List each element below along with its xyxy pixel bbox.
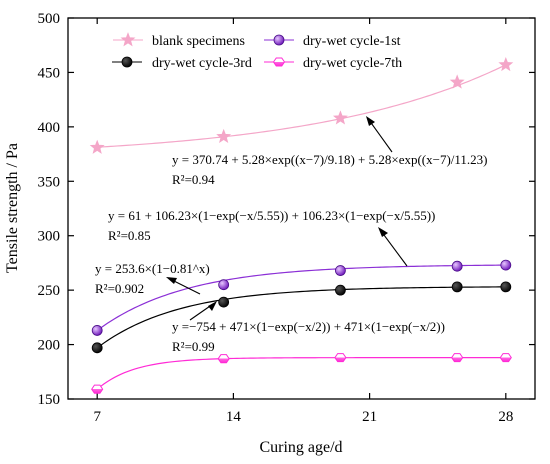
- legend-purple-circle-icon: [273, 34, 285, 46]
- legend-hexagon-icon: [272, 57, 286, 67]
- arrow-1st: [378, 227, 408, 267]
- x-tick-label: 14: [226, 409, 242, 425]
- annotation-blank-r2: R²=0.94: [172, 172, 215, 187]
- fit-curves: [96, 64, 507, 390]
- annotation-3rd: y = 253.6×(1−0.81^x) R²=0.902: [95, 261, 210, 296]
- data-point-series-3: [451, 353, 464, 363]
- legend-label-1st: dry-wet cycle-1st: [303, 34, 401, 49]
- y-tick-label: 200: [38, 338, 61, 354]
- annotation-7th-r2: R²=0.99: [172, 339, 215, 354]
- x-tick-label: 7: [93, 409, 101, 425]
- fit-curve-series-2: [96, 286, 506, 349]
- legend-item-blank: blank specimens: [113, 32, 245, 49]
- arrow-3rd: [166, 277, 201, 295]
- legend-label-7th: dry-wet cycle-7th: [303, 56, 402, 71]
- legend-marker-shape: [120, 32, 136, 47]
- data-point-series-1: [335, 265, 346, 276]
- annotation-blank: y = 370.74 + 5.28×exp((x−7)/9.18) + 5.28…: [172, 152, 488, 187]
- fit-curve-series-1: [96, 264, 506, 331]
- y-tick-label: 150: [38, 392, 61, 408]
- arrow-blank: [366, 116, 393, 153]
- legend-item-3rd: dry-wet cycle-3rd: [112, 56, 252, 71]
- legend-star-icon: [120, 32, 136, 47]
- data-point-series-0: [216, 128, 232, 143]
- legend-item-1st: dry-wet cycle-1st: [264, 34, 401, 49]
- data-point-series-2: [451, 281, 463, 293]
- data-point-series-1: [218, 279, 230, 291]
- y-tick-label: 450: [38, 65, 61, 81]
- data-point-series-0: [449, 74, 465, 89]
- data-markers: [89, 56, 514, 394]
- axis-ticks: 7 14 21 28 150 200 250 300 350 400 450 500: [38, 11, 535, 425]
- data-point-series-2: [91, 342, 103, 354]
- arrow-7th: [189, 301, 217, 321]
- data-point-series-0: [498, 56, 514, 72]
- data-point-series-2: [500, 281, 512, 293]
- fit-curve-series-3: [96, 357, 506, 390]
- y-axis-title: Tensile strength / Pa: [4, 143, 21, 273]
- data-point-series-0: [332, 110, 348, 125]
- legend-marker-shape: [272, 57, 286, 67]
- y-tick-label: 300: [38, 229, 61, 245]
- annotation-7th-equation: y =−754 + 471×(1−exp(−x/2)) + 471×(1−exp…: [172, 319, 445, 334]
- data-point-series-3: [499, 353, 512, 363]
- annotation-blank-equation: y = 370.74 + 5.28×exp((x−7)/9.18) + 5.28…: [172, 152, 488, 167]
- data-point-series-1: [500, 259, 512, 271]
- annotation-3rd-equation: y = 253.6×(1−0.81^x): [95, 261, 210, 276]
- legend: blank specimens dry-wet cycle-1st dry-we…: [112, 32, 402, 71]
- legend-marker-shape: [273, 34, 285, 46]
- legend-label-3rd: dry-wet cycle-3rd: [152, 56, 252, 71]
- fit-curve-series-0: [97, 64, 507, 148]
- annotation-arrows: [166, 116, 408, 321]
- data-point-series-3: [217, 354, 230, 364]
- data-point-series-3: [334, 353, 347, 363]
- y-tick-label: 250: [38, 283, 61, 299]
- annotation-1st: y = 61 + 106.23×(1−exp(−x/5.55)) + 106.2…: [108, 208, 435, 243]
- x-tick-label: 21: [362, 409, 377, 425]
- data-point-series-1: [451, 260, 463, 272]
- data-point-series-2: [335, 284, 346, 296]
- data-point-series-3: [91, 384, 104, 394]
- legend-black-circle-icon: [121, 56, 133, 68]
- x-axis-title: Curing age/d: [259, 439, 342, 456]
- data-point-series-1: [91, 325, 103, 336]
- y-tick-label: 400: [38, 120, 61, 136]
- annotation-1st-r2: R²=0.85: [108, 228, 151, 243]
- data-point-series-0: [89, 139, 105, 154]
- legend-marker-shape: [121, 56, 133, 68]
- y-tick-label: 500: [38, 11, 61, 27]
- legend-item-7th: dry-wet cycle-7th: [264, 56, 402, 71]
- annotation-3rd-r2: R²=0.902: [95, 281, 144, 296]
- data-point-series-2: [218, 296, 230, 308]
- annotation-1st-equation: y = 61 + 106.23×(1−exp(−x/5.55)) + 106.2…: [108, 208, 435, 223]
- y-tick-label: 350: [38, 174, 61, 190]
- x-tick-label: 28: [498, 409, 513, 425]
- plot-frame: [67, 17, 536, 400]
- annotation-7th: y =−754 + 471×(1−exp(−x/2)) + 471×(1−exp…: [172, 319, 445, 354]
- legend-label-blank: blank specimens: [152, 34, 245, 49]
